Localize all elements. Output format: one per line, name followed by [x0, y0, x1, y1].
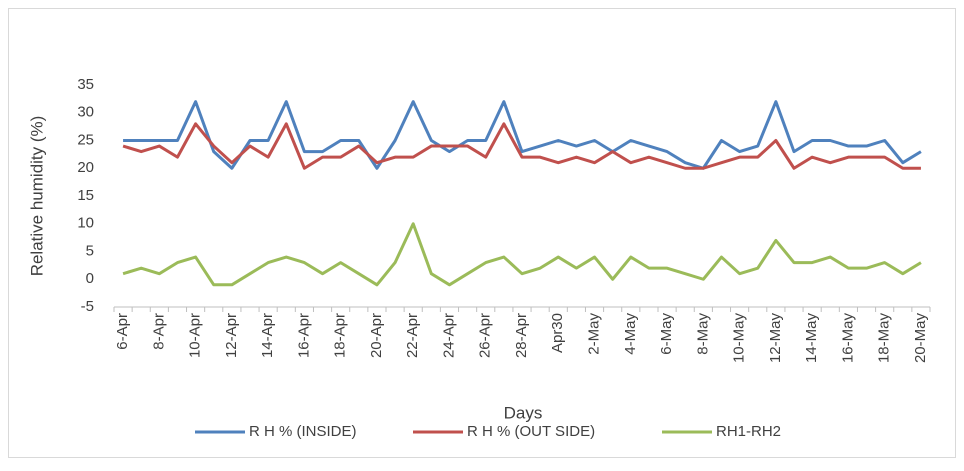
x-tick-label: 16-May	[839, 313, 856, 364]
y-tick-label: -5	[81, 298, 94, 315]
series-line	[123, 100, 922, 170]
x-tick-label: 6-May	[658, 313, 675, 355]
x-tick-label: 10-Apr	[187, 313, 204, 358]
x-tick-label: 22-Apr	[404, 313, 421, 358]
x-tick-label: 14-Apr	[259, 313, 276, 358]
x-tick-label: Apr30	[549, 313, 566, 353]
y-tick-label: 5	[86, 242, 94, 259]
y-tick-label: 0	[86, 270, 94, 287]
y-axis-title: Relative humidity (%)	[27, 116, 46, 277]
series-line	[122, 122, 921, 170]
y-tick-label: 10	[77, 215, 94, 232]
x-tick-label: 20-Apr	[368, 313, 385, 358]
x-tick-label: 20-May	[912, 313, 929, 364]
x-tick-label: 4-May	[622, 313, 639, 355]
x-axis-title: Days	[504, 403, 543, 422]
x-tick-label: 2-May	[586, 313, 603, 355]
x-tick-label: 18-Apr	[332, 313, 349, 358]
x-tick-label: 12-Apr	[223, 313, 240, 358]
x-tick-label: 26-Apr	[477, 313, 494, 358]
chart-border	[8, 8, 956, 458]
x-tick-label: 24-Apr	[440, 313, 457, 358]
y-tick-label: 35	[77, 76, 94, 93]
series-line	[122, 222, 922, 287]
x-tick-label: 10-May	[731, 313, 748, 364]
x-tick-label: 8-May	[694, 313, 711, 355]
y-tick-label: 25	[77, 131, 94, 148]
legend-label: R H % (INSIDE)	[249, 423, 357, 440]
x-tick-label: 8-Apr	[150, 313, 167, 350]
legend-label: R H % (OUT SIDE)	[467, 423, 595, 440]
x-tick-label: 18-May	[876, 313, 893, 364]
y-tick-label: 30	[77, 104, 94, 121]
x-tick-label: 28-Apr	[513, 313, 530, 358]
y-tick-label: 20	[77, 159, 94, 176]
x-tick-label: 6-Apr	[114, 313, 131, 350]
y-tick-label: 15	[77, 187, 94, 204]
x-tick-label: 12-May	[767, 313, 784, 364]
x-tick-label: 14-May	[803, 313, 820, 364]
legend-label: RH1-RH2	[716, 423, 781, 440]
x-tick-label: 16-Apr	[295, 313, 312, 358]
